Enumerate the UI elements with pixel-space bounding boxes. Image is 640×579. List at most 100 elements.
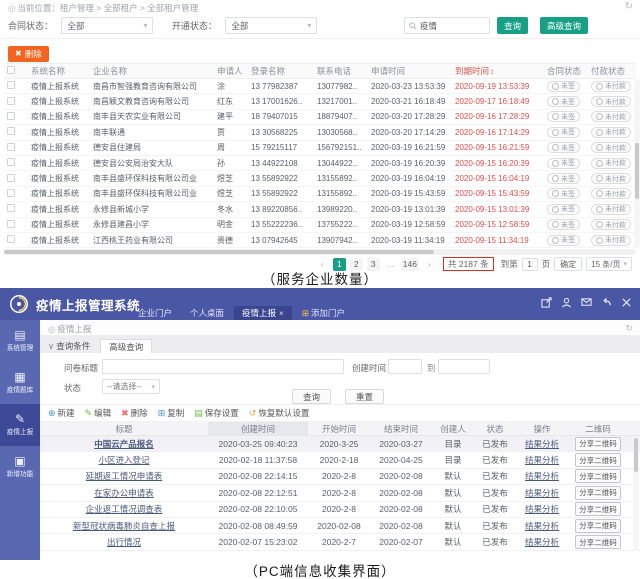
table-row[interactable]: 小区进入登记 2020-02-18 11:37:58 2020-2-18 2020-0… [40, 452, 640, 469]
questionnaire-title-link[interactable]: 出行情况 [106, 537, 141, 548]
copy-button[interactable]: ⊞ 复制 [157, 407, 185, 419]
page-button-3[interactable]: 3 [366, 257, 380, 271]
open-status-select[interactable]: 全部 ▾ [225, 17, 318, 35]
table-row[interactable]: 疫情上报系统 南丰县盛环保科技有限公司业 煜芝 13 55892922 13155892… [4, 171, 636, 187]
next-page-button[interactable]: › [428, 258, 431, 269]
advanced-query-tab[interactable]: 高级查询 [100, 339, 153, 353]
table-row[interactable]: 在家办公申请表 2020-02-08 22:12:51 2020-2-8 2020-0… [40, 485, 640, 502]
row-checkbox[interactable] [7, 96, 15, 105]
sidebar-item-epidemic-report[interactable]: ✎ 疫情上报 [0, 404, 40, 446]
scrollbar-thumb[interactable] [634, 438, 638, 472]
delete-button[interactable]: ✖ 删除 [8, 45, 49, 62]
col-expire-time[interactable]: 到期时间↕ [455, 66, 495, 76]
created-to-input[interactable] [438, 359, 490, 374]
table-row[interactable]: 疫情上报系统 南昌颖文教育咨询有限公司 红东 13 17001626.. 1321700… [4, 94, 636, 110]
row-checkbox[interactable] [7, 219, 15, 228]
page-button-2[interactable]: 2 [349, 257, 363, 271]
questionnaire-title-input[interactable] [102, 359, 344, 374]
row-checkbox[interactable] [7, 188, 15, 197]
delete-button[interactable]: ✖ 删除 [121, 407, 148, 419]
share-qrcode-button[interactable]: 分享二维码 [575, 485, 621, 500]
message-icon[interactable] [581, 297, 592, 308]
result-analysis-link[interactable]: 结果分析 [524, 487, 559, 498]
row-checkbox[interactable] [7, 142, 15, 151]
result-analysis-link[interactable]: 结果分析 [524, 438, 559, 449]
table-row[interactable]: 疫情上报系统 德安县公安局治安大队 孙 13 44922108 13044922.. 20… [4, 156, 636, 172]
col-created[interactable]: 创建时间 [208, 421, 308, 436]
advanced-query-button[interactable]: 高级查询 [539, 17, 588, 34]
result-analysis-link[interactable]: 结果分析 [524, 537, 559, 548]
refresh-icon[interactable]: ↻ [624, 1, 633, 12]
status-select[interactable]: --请选择-- ▾ [102, 379, 160, 394]
table-row[interactable]: 出行情况 2020-02-07 15:23:02 2020-2-7 2020-02-0… [40, 534, 640, 551]
share-qrcode-button[interactable]: 分享二维码 [575, 469, 621, 484]
search-input[interactable] [420, 20, 480, 31]
sort-icon[interactable]: ↕ [490, 67, 495, 76]
table-row[interactable]: 疫情上报系统 南丰县天农实业有限公司 建平 18 79407015 18879407..… [4, 110, 636, 126]
prev-page-button[interactable]: ‹ [320, 258, 324, 269]
query-conditions-toggle[interactable]: ∨ 查询条件 [48, 341, 91, 351]
questionnaire-title-link[interactable]: 在家办公申请表 [94, 487, 154, 498]
table-row[interactable]: 企业返工情况调查表 2020-02-08 22:10:05 2020-2-8 2020… [40, 501, 640, 518]
row-checkbox[interactable] [7, 81, 15, 90]
sidebar-item-new-features[interactable]: ▣ 新增功能 [6, 454, 34, 478]
sidebar-item-epidemic-question-bank[interactable]: ▦ 疫情题库 [6, 370, 34, 394]
save-settings-button[interactable]: ▤ 保存设置 [194, 407, 239, 419]
table-row[interactable]: 疫情上报系统 南昌市智强教育咨询有限公司 涂 13 77982387 13077982.… [4, 79, 636, 95]
table-row[interactable]: 延期返工情况申请表 2020-02-08 22:14:15 2020-2-8 2020… [40, 468, 640, 486]
created-from-input[interactable] [388, 359, 422, 374]
share-icon[interactable] [541, 297, 552, 308]
share-qrcode-button[interactable]: 分享二维码 [575, 535, 621, 550]
questionnaire-title-link[interactable]: 小区进入登记 [98, 455, 150, 466]
restore-defaults-button[interactable]: ↺ 恢复默认设置 [248, 407, 310, 419]
scrollbar-thumb[interactable] [4, 250, 434, 255]
questionnaire-title-link[interactable]: 企业返工情况调查表 [85, 504, 163, 515]
select-all-checkbox[interactable] [7, 66, 15, 74]
vertical-scrollbar[interactable] [634, 79, 640, 249]
share-qrcode-button[interactable]: 分享二维码 [575, 453, 621, 468]
result-analysis-link[interactable]: 结果分析 [524, 520, 559, 531]
result-analysis-link[interactable]: 结果分析 [524, 455, 559, 466]
tab-close-icon[interactable]: × [279, 309, 284, 318]
back-icon[interactable] [601, 297, 612, 308]
table-row[interactable]: 疫情上报系统 南丰联通 贾 13 30568225 13030568.. 2020-03-… [4, 125, 636, 141]
page-size-select[interactable]: 15 条/页 ▾ [586, 257, 632, 272]
row-checkbox[interactable] [7, 127, 15, 136]
page-button-1[interactable]: 1 [332, 257, 346, 271]
share-qrcode-button[interactable]: 分享二维码 [575, 518, 621, 533]
edit-button[interactable]: ✎ 编辑 [84, 407, 112, 419]
horizontal-scrollbar[interactable] [4, 249, 636, 256]
query-button[interactable]: 查询 [292, 389, 332, 404]
contract-status-select[interactable]: 全部 ▾ [61, 17, 154, 35]
reset-button[interactable]: 重置 [345, 389, 385, 404]
share-qrcode-button[interactable]: 分享二维码 [575, 502, 621, 517]
table-row[interactable]: 疫情上报系统 南丰县盛环保科技有限公司业 煜芝 13 55892922 13155892… [4, 187, 636, 203]
tab-add-portal[interactable]: ⊞ 添加门户 [301, 308, 345, 318]
sidebar-item-system-management[interactable]: ▤ 系统管理 [6, 328, 34, 352]
table-row[interactable]: 疫情上报系统 德安县住建局 周 15 79215117 156792151.. 2020-… [4, 141, 636, 156]
goto-page-input[interactable] [521, 257, 538, 271]
table-row[interactable]: 疫情上报系统 江西桃王药业有限公司 贵德 13 07942645 13907942.. 2… [4, 233, 636, 249]
close-icon[interactable] [621, 297, 632, 308]
row-checkbox[interactable] [7, 111, 15, 120]
tab-enterprise-portal[interactable]: 企业门户 [138, 308, 173, 318]
questionnaire-title-link[interactable]: 中国云产品报名 [94, 438, 154, 449]
new-button[interactable]: ⊕ 新建 [48, 407, 75, 419]
table-row[interactable]: 疫情上报系统 永修县新城小学 冬水 13 89220856.. 13989220.. 20… [4, 202, 636, 218]
table-row[interactable]: 疫情上报系统 永修县建昌小学 明金 13 55222236.. 13755222.. 20… [4, 218, 636, 233]
tab-personal-desktop[interactable]: 个人桌面 [190, 308, 225, 318]
row-checkbox[interactable] [7, 235, 15, 244]
table-row[interactable]: 新型冠状病毒肺炎自查上报 2020-02-08 08:49:59 2020-02-0… [40, 517, 640, 535]
questionnaire-title-link[interactable]: 延期返工情况申请表 [85, 471, 163, 482]
vertical-scrollbar[interactable] [633, 437, 639, 551]
row-checkbox[interactable] [7, 204, 15, 213]
row-checkbox[interactable] [7, 158, 15, 167]
table-row[interactable]: 中国云产品报名 2020-03-25 09:40:23 2020-3-25 2020-… [40, 436, 640, 453]
confirm-button[interactable]: 确定 [554, 257, 583, 272]
questionnaire-title-link[interactable]: 新型冠状病毒肺炎自查上报 [72, 520, 175, 531]
result-analysis-link[interactable]: 结果分析 [524, 504, 559, 515]
user-icon[interactable] [561, 297, 572, 308]
page-button-last[interactable]: 146 [400, 257, 419, 271]
result-analysis-link[interactable]: 结果分析 [524, 471, 559, 482]
query-button[interactable]: 查询 [496, 17, 528, 34]
